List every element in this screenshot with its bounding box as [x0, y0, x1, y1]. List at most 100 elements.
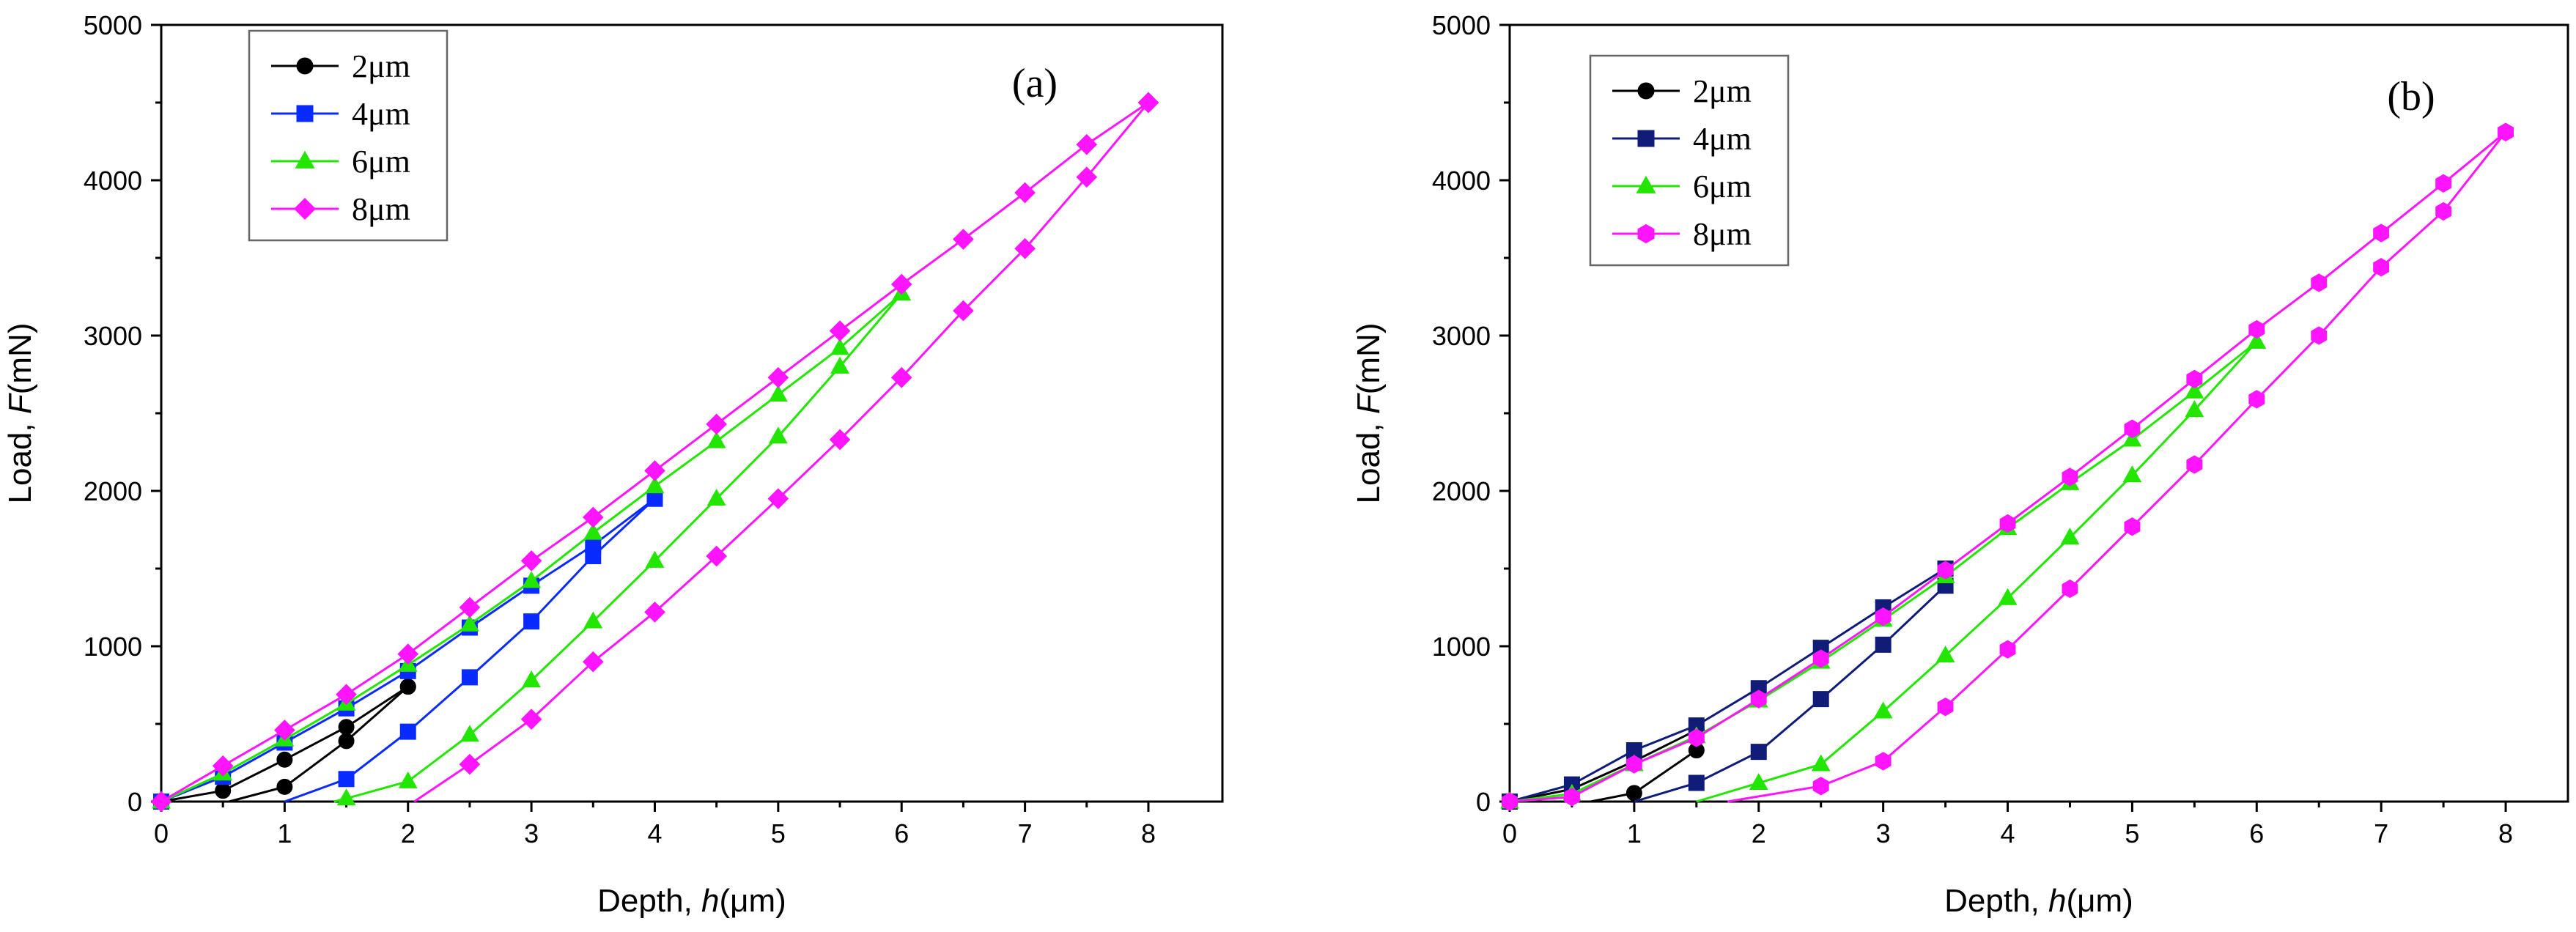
legend-item: 8μm: [1612, 216, 1752, 252]
data-point: [2185, 381, 2204, 399]
legend-label: 8μm: [352, 191, 410, 227]
data-point: [645, 476, 665, 494]
y-tick-label: 3000: [84, 321, 142, 351]
series-6μm: [1500, 331, 2267, 809]
data-point: [2248, 319, 2265, 339]
data-point: [1812, 691, 1829, 708]
data-point: [460, 725, 479, 742]
series-line-unloading: [1696, 341, 2258, 803]
data-point: [1935, 646, 1955, 663]
data-point: [2435, 201, 2452, 221]
data-point: [706, 488, 726, 506]
series-4μm: [1502, 561, 1954, 810]
series-8μm: [1502, 122, 2514, 811]
data-point: [1688, 774, 1705, 791]
y-axis-label-prefix: Load,: [1351, 414, 1387, 503]
data-point: [2498, 122, 2514, 141]
data-point: [1875, 752, 1892, 771]
data-point: [1137, 92, 1159, 114]
series-line-loading: [1509, 341, 2258, 803]
x-tick-label: 8: [1141, 818, 1156, 848]
data-point: [2060, 527, 2080, 545]
data-point: [150, 791, 172, 813]
data-point: [583, 611, 603, 629]
data-point: [1076, 133, 1098, 155]
y-axis-label-var: F: [2, 393, 38, 414]
x-tick-label: 6: [2249, 818, 2264, 848]
x-tick-label: 8: [2498, 818, 2513, 848]
x-axis-label-unit: (μm): [2067, 883, 2133, 919]
data-point: [830, 338, 849, 355]
x-axis-label-var: h: [701, 883, 719, 919]
data-point: [522, 670, 542, 688]
data-point: [459, 753, 481, 775]
data-point: [1937, 561, 1954, 580]
legend-label: 2μm: [1693, 73, 1752, 109]
data-point: [890, 273, 912, 295]
data-point: [336, 684, 357, 706]
legend-item: 4μm: [1612, 121, 1752, 157]
data-point: [953, 229, 974, 250]
y-tick-label: 2000: [84, 476, 142, 506]
data-point: [768, 384, 788, 402]
x-tick-label: 5: [771, 818, 786, 848]
x-axis-label: Depth, h(μm): [597, 883, 786, 919]
y-tick-label: 5000: [84, 10, 142, 40]
data-point: [644, 602, 665, 623]
data-point: [2186, 369, 2203, 388]
data-point: [2248, 390, 2265, 409]
y-axis-label-var: F: [1351, 393, 1387, 414]
data-point: [706, 413, 728, 435]
legend-marker: [1637, 130, 1655, 147]
legend-marker: [296, 105, 314, 122]
data-point: [582, 651, 604, 673]
data-point: [646, 490, 663, 507]
x-tick-label: 7: [2374, 818, 2388, 848]
x-tick-label: 3: [1876, 818, 1891, 848]
data-point: [1502, 792, 1518, 811]
data-point: [2435, 174, 2452, 193]
data-point: [2186, 455, 2203, 474]
data-point: [212, 755, 234, 777]
y-tick-label: 4000: [84, 166, 142, 196]
legend-label: 2μm: [352, 48, 410, 84]
series-line-unloading: [1634, 569, 1947, 803]
legend-item: 8μm: [271, 191, 410, 227]
data-point: [338, 719, 355, 736]
data-point: [706, 545, 728, 567]
data-point: [276, 778, 293, 795]
x-tick-label: 2: [1752, 818, 1766, 848]
data-point: [829, 320, 851, 341]
data-point: [644, 460, 665, 481]
data-point: [1812, 649, 1829, 668]
data-point: [1875, 607, 1892, 626]
x-tick-label: 7: [1018, 818, 1033, 848]
data-point: [215, 783, 232, 799]
data-point: [520, 709, 542, 730]
data-point: [1625, 742, 1642, 759]
x-tick-label: 3: [524, 818, 539, 848]
legend-item: 6μm: [271, 144, 410, 180]
data-point: [397, 643, 419, 665]
series-line-unloading: [229, 685, 409, 803]
data-point: [338, 771, 355, 788]
panel-label: (a): [1012, 61, 1058, 106]
x-tick-label: 5: [2125, 818, 2139, 848]
data-point: [2247, 331, 2267, 349]
legend-label: 4μm: [1693, 121, 1752, 157]
x-axis-label: Depth, h(μm): [1944, 883, 2133, 919]
data-point: [2373, 223, 2390, 243]
data-point: [830, 356, 849, 374]
x-tick-label: 1: [1627, 818, 1642, 848]
data-point: [2122, 429, 2142, 447]
y-tick-label: 5000: [1432, 10, 1491, 40]
data-point: [953, 300, 974, 322]
data-point: [829, 429, 851, 451]
data-point: [2373, 258, 2390, 277]
y-axis-label-prefix: Load,: [2, 414, 38, 503]
chart-panel-b: 0 1 2 3 4 5 6 7 8 0 1000 2000 3000 4000 5000 Depth, h(μ…: [1351, 10, 2569, 919]
legend-item: 4μm: [271, 96, 410, 132]
data-point: [585, 548, 602, 565]
data-point: [1999, 514, 2016, 533]
y-tick-label: 1000: [84, 632, 142, 662]
